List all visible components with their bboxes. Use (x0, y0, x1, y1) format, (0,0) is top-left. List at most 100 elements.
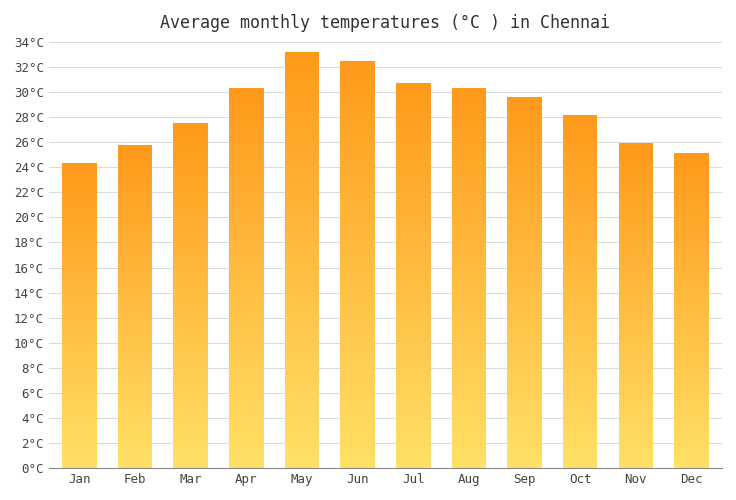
Bar (229, 250, 263, 252)
Bar (285, 102, 319, 104)
Bar (507, 121, 542, 123)
Bar (507, 444, 542, 446)
Bar (285, 179, 319, 181)
Bar (62, 394, 96, 395)
Bar (174, 156, 208, 158)
Bar (118, 431, 152, 432)
Bar (396, 347, 431, 349)
Bar (229, 185, 263, 187)
Bar (285, 308, 319, 310)
Bar (62, 261, 96, 262)
Bar (396, 102, 431, 104)
Bar (452, 122, 486, 124)
Bar (340, 230, 375, 232)
Bar (340, 98, 375, 100)
Bar (563, 203, 598, 204)
Bar (563, 186, 598, 187)
Bar (396, 168, 431, 170)
Bar (563, 408, 598, 410)
Bar (674, 342, 709, 344)
Bar (174, 377, 208, 378)
Bar (174, 328, 208, 330)
Bar (285, 322, 319, 324)
Bar (174, 448, 208, 450)
Bar (340, 295, 375, 297)
Bar (618, 186, 653, 187)
Bar (174, 342, 208, 344)
Bar (674, 350, 709, 352)
Bar (396, 288, 431, 289)
Bar (118, 284, 152, 286)
Bar (396, 270, 431, 272)
Bar (285, 383, 319, 385)
Bar (340, 334, 375, 336)
Bar (618, 252, 653, 254)
Bar (396, 336, 431, 338)
Bar (507, 204, 542, 206)
Bar (174, 450, 208, 451)
Bar (563, 290, 598, 292)
Bar (174, 274, 208, 275)
Bar (452, 318, 486, 320)
Bar (340, 126, 375, 128)
Bar (285, 337, 319, 339)
Bar (62, 278, 96, 280)
Bar (396, 216, 431, 218)
Bar (118, 368, 152, 370)
Bar (563, 288, 598, 290)
Bar (174, 434, 208, 436)
Bar (396, 299, 431, 300)
Bar (285, 112, 319, 114)
Bar (618, 148, 653, 150)
Bar (452, 126, 486, 128)
Bar (229, 370, 263, 372)
Bar (396, 351, 431, 352)
Bar (229, 330, 263, 332)
Bar (174, 368, 208, 370)
Bar (229, 258, 263, 259)
Bar (507, 300, 542, 301)
Bar (62, 396, 96, 398)
Bar (340, 297, 375, 299)
Bar (507, 110, 542, 112)
Bar (285, 464, 319, 466)
Bar (285, 220, 319, 222)
Bar (396, 436, 431, 438)
Bar (62, 280, 96, 281)
Bar (118, 413, 152, 415)
Bar (507, 430, 542, 431)
Bar (340, 386, 375, 389)
Bar (285, 183, 319, 185)
Bar (618, 197, 653, 198)
Bar (62, 255, 96, 256)
Bar (229, 280, 263, 282)
Bar (62, 454, 96, 456)
Bar (118, 306, 152, 308)
Bar (118, 328, 152, 329)
Bar (396, 334, 431, 336)
Bar (674, 200, 709, 202)
Bar (674, 416, 709, 418)
Bar (174, 244, 208, 246)
Bar (452, 408, 486, 410)
Bar (674, 182, 709, 184)
Bar (118, 219, 152, 220)
Bar (452, 294, 486, 296)
Bar (507, 236, 542, 238)
Bar (62, 342, 96, 344)
Bar (118, 212, 152, 214)
Bar (563, 311, 598, 312)
Bar (118, 418, 152, 420)
Bar (285, 331, 319, 333)
Bar (118, 195, 152, 196)
Bar (563, 442, 598, 444)
Bar (118, 444, 152, 446)
Bar (340, 452, 375, 454)
Bar (618, 412, 653, 413)
Bar (563, 254, 598, 256)
Bar (396, 295, 431, 297)
Bar (563, 180, 598, 182)
Bar (174, 130, 208, 132)
Bar (340, 270, 375, 272)
Bar (507, 303, 542, 305)
